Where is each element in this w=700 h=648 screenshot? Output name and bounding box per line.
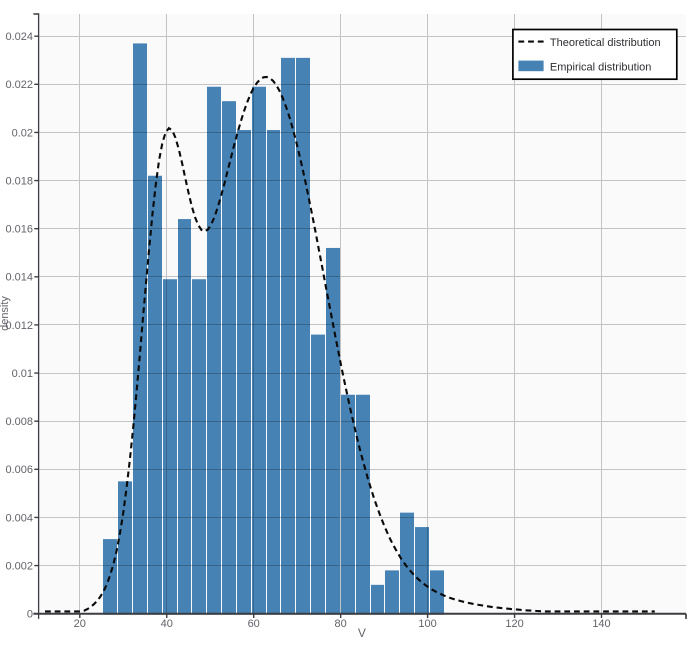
svg-text:100: 100: [418, 618, 436, 630]
svg-text:0.024: 0.024: [5, 31, 33, 43]
svg-text:0.008: 0.008: [5, 416, 33, 428]
svg-text:0.022: 0.022: [5, 79, 33, 91]
svg-text:80: 80: [335, 618, 347, 630]
svg-text:0.004: 0.004: [5, 512, 33, 524]
svg-text:0.018: 0.018: [5, 175, 33, 187]
svg-text:40: 40: [161, 618, 173, 630]
svg-text:density: density: [0, 296, 11, 331]
svg-text:Theoretical distribution: Theoretical distribution: [550, 37, 661, 49]
svg-text:0.014: 0.014: [5, 272, 33, 284]
svg-text:20: 20: [74, 618, 86, 630]
svg-text:0.006: 0.006: [5, 464, 33, 476]
svg-text:60: 60: [248, 618, 260, 630]
svg-text:0.01: 0.01: [12, 368, 33, 380]
svg-text:120: 120: [505, 618, 523, 630]
svg-text:0.016: 0.016: [5, 224, 33, 236]
svg-text:0.02: 0.02: [12, 127, 33, 139]
svg-text:140: 140: [592, 618, 610, 630]
svg-text:Empirical distribution: Empirical distribution: [550, 61, 651, 73]
svg-text:0: 0: [27, 609, 33, 621]
svg-text:V: V: [358, 626, 366, 640]
svg-text:0.012: 0.012: [5, 320, 33, 332]
svg-text:0.002: 0.002: [5, 560, 33, 572]
